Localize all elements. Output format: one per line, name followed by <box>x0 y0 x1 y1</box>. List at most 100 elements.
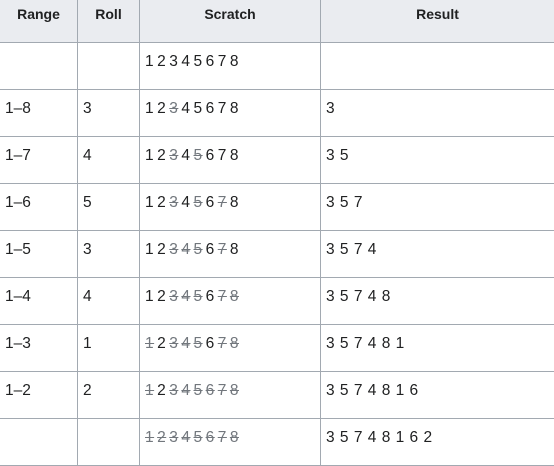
roll-cell <box>78 419 140 466</box>
result-cell: 3 5 7 4 8 <box>321 278 554 325</box>
scratch-digit: 8 <box>230 241 239 259</box>
scratch-digit: 6 <box>206 100 215 118</box>
scratch-digit: 3 <box>169 147 178 165</box>
scratch-digit: 6 <box>206 288 215 306</box>
scratch-digit: 2 <box>157 288 166 306</box>
scratch-digit: 2 <box>157 335 166 353</box>
scratch-digit: 3 <box>169 288 178 306</box>
scratch-digit: 4 <box>181 100 190 118</box>
scratch-digit: 4 <box>181 382 190 400</box>
scratch-digit: 5 <box>194 100 203 118</box>
scratch-digit: 3 <box>169 100 178 118</box>
roll-cell: 2 <box>78 372 140 419</box>
scratch-digit: 4 <box>181 241 190 259</box>
roll-cell <box>78 43 140 90</box>
scratch-digit: 1 <box>145 429 154 447</box>
scratch-digit: 7 <box>218 382 227 400</box>
scratch-digit: 5 <box>194 194 203 212</box>
header-roll[interactable]: Roll <box>78 0 140 43</box>
scratch-digit: 6 <box>206 335 215 353</box>
roll-cell: 4 <box>78 137 140 184</box>
scratch-digit: 3 <box>169 194 178 212</box>
header-scratch[interactable]: Scratch <box>140 0 321 43</box>
scratch-digit: 1 <box>145 53 154 71</box>
scratch-digit: 4 <box>181 288 190 306</box>
scratch-digit: 1 <box>145 241 154 259</box>
scratch-digit: 6 <box>206 194 215 212</box>
scratch-digit: 6 <box>206 241 215 259</box>
scratch-digit: 8 <box>230 335 239 353</box>
scratch-digit: 3 <box>169 241 178 259</box>
range-cell: 1–5 <box>0 231 78 278</box>
roll-cell: 3 <box>78 90 140 137</box>
scratch-digit: 1 <box>145 288 154 306</box>
scratch-digit: 7 <box>218 194 227 212</box>
scratch-digit: 2 <box>157 100 166 118</box>
range-cell <box>0 43 78 90</box>
scratch-digit: 8 <box>230 100 239 118</box>
scratch-digit: 5 <box>194 288 203 306</box>
scratch-digit: 6 <box>206 429 215 447</box>
scratch-digit: 8 <box>230 382 239 400</box>
roll-cell: 3 <box>78 231 140 278</box>
range-cell <box>0 419 78 466</box>
result-cell: 3 5 7 4 <box>321 231 554 278</box>
scratch-digit: 4 <box>181 53 190 71</box>
roll-cell: 1 <box>78 325 140 372</box>
scratch-digit: 5 <box>194 241 203 259</box>
scratch-digit: 5 <box>194 382 203 400</box>
scratch-digit: 2 <box>157 53 166 71</box>
scratch-digit: 2 <box>157 241 166 259</box>
scratch-digit: 8 <box>230 429 239 447</box>
result-cell: 3 5 7 4 8 1 6 2 <box>321 419 554 466</box>
scratch-digit: 4 <box>181 147 190 165</box>
scratch-digit: 5 <box>194 429 203 447</box>
range-cell: 1–2 <box>0 372 78 419</box>
scratch-digit: 7 <box>218 429 227 447</box>
scratch-digit: 2 <box>157 147 166 165</box>
scratch-digit: 5 <box>194 53 203 71</box>
scratch-digit: 8 <box>230 288 239 306</box>
scratch-digit: 3 <box>169 429 178 447</box>
range-cell: 1–4 <box>0 278 78 325</box>
header-result[interactable]: Result <box>321 0 554 43</box>
header-range[interactable]: Range <box>0 0 78 43</box>
scratch-digit: 7 <box>218 241 227 259</box>
scratch-digit: 7 <box>218 53 227 71</box>
scratch-digit: 5 <box>194 335 203 353</box>
scratch-digit: 7 <box>218 100 227 118</box>
scratch-digit: 4 <box>181 194 190 212</box>
scratch-digit: 1 <box>145 147 154 165</box>
scratch-digit: 1 <box>145 100 154 118</box>
scratch-digit: 3 <box>169 382 178 400</box>
roll-cell: 5 <box>78 184 140 231</box>
scratch-digit: 2 <box>157 194 166 212</box>
result-cell: 3 5 <box>321 137 554 184</box>
scratch-digit: 3 <box>169 53 178 71</box>
scratch-digit: 2 <box>157 382 166 400</box>
scratch-digit: 8 <box>230 53 239 71</box>
scratch-digit: 1 <box>145 194 154 212</box>
scratch-digit: 8 <box>230 194 239 212</box>
scratch-digit: 5 <box>194 147 203 165</box>
result-cell: 3 5 7 4 8 1 6 <box>321 372 554 419</box>
header-row: Range Roll Scratch Result <box>0 0 554 43</box>
scratch-digit: 1 <box>145 382 154 400</box>
